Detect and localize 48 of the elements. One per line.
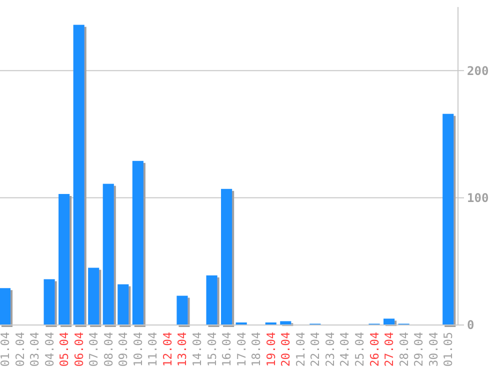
x-tick-label: 26.04 [367, 332, 382, 367]
bar [73, 24, 84, 325]
bar [102, 184, 114, 325]
x-tick-label: 11.04 [146, 332, 160, 367]
y-tick-label: 100 [467, 191, 489, 205]
x-tick-label: 16.04 [220, 332, 234, 367]
x-tick-label: 13.04 [175, 332, 190, 367]
x-tick-label: 15.04 [204, 332, 219, 367]
x-tick-label: 17.04 [234, 332, 248, 367]
bar [118, 284, 129, 325]
x-tick-label: 09.04 [116, 332, 130, 367]
bar [383, 318, 395, 325]
x-tick-label: 01.05 [441, 332, 456, 367]
x-tick-label: 22.04 [308, 332, 322, 367]
x-tick-label: 14.04 [190, 332, 204, 367]
x-tick-label: 24.04 [338, 332, 352, 367]
bar [0, 288, 11, 325]
x-tick-label: 12.04 [160, 332, 174, 367]
x-tick-label: 01.04 [0, 332, 12, 367]
x-tick-label: 18.04 [249, 332, 264, 367]
y-tick-label: 200 [467, 64, 489, 78]
x-tick-label: 29.04 [412, 332, 426, 367]
x-tick-label: 19.04 [264, 332, 278, 367]
x-tick-label: 30.04 [426, 332, 440, 367]
x-tick-label: 04.04 [42, 332, 56, 367]
x-tick-label: 08.04 [101, 332, 116, 367]
bar [280, 321, 292, 325]
x-tick-label: 06.04 [72, 332, 86, 367]
bar [176, 296, 188, 325]
x-tick-label: 20.04 [278, 332, 293, 367]
bar [132, 160, 144, 325]
x-tick-label: 28.04 [396, 332, 411, 367]
y-tick-label: 0 [467, 318, 474, 332]
x-tick-label: 23.04 [322, 332, 337, 367]
bar [58, 194, 70, 325]
bar [206, 275, 218, 325]
bar [88, 268, 100, 325]
x-tick-label: 27.04 [382, 332, 396, 367]
x-tick-label: 21.04 [293, 332, 308, 367]
x-tick-label: 10.04 [130, 332, 145, 367]
x-tick-label: 05.04 [57, 332, 72, 367]
bar [442, 114, 454, 325]
x-tick-label: 02.04 [12, 332, 27, 367]
bar [44, 279, 55, 325]
x-tick-label: 07.04 [86, 332, 101, 367]
bar [221, 188, 232, 325]
x-tick-label: 25.04 [352, 332, 366, 367]
x-tick-label: 03.04 [28, 332, 42, 367]
